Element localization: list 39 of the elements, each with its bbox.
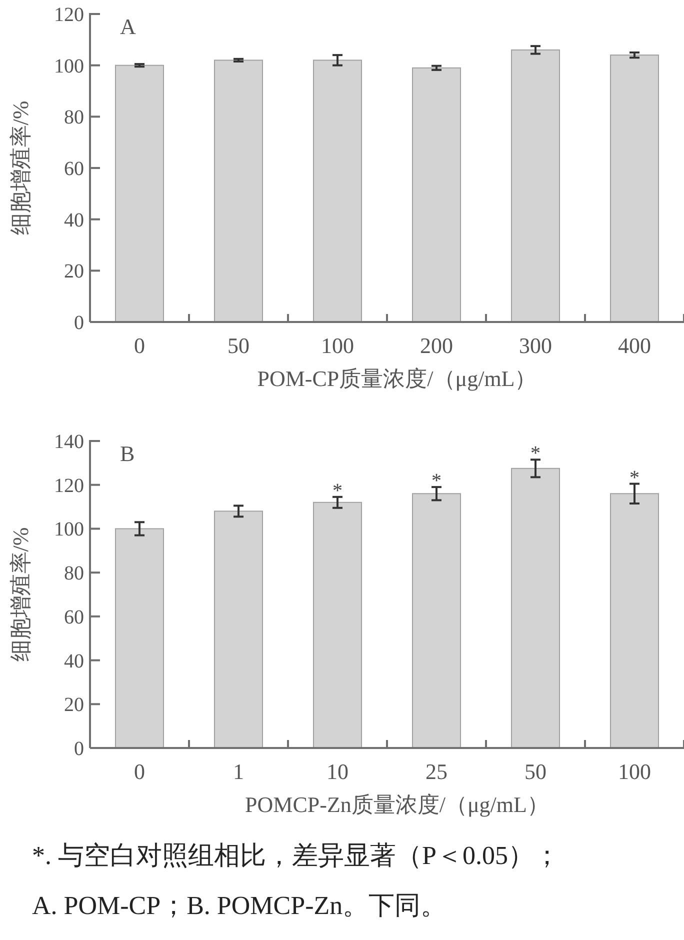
y-tick-label: 100	[54, 518, 84, 541]
y-tick-label: 140	[54, 431, 84, 453]
y-tick-label: 20	[64, 694, 84, 716]
annotation: A	[120, 14, 136, 39]
x-tick-label: 100	[321, 333, 354, 358]
y-axis-title: 细胞增殖率/%	[8, 527, 33, 662]
y-tick-label: 120	[54, 4, 84, 26]
y-tick-label: 60	[64, 158, 84, 180]
y-tick-label: 40	[64, 209, 84, 232]
x-tick-label: 10	[326, 759, 348, 784]
x-tick-label: 200	[420, 333, 453, 358]
y-axis-title: 细胞增殖率/%	[8, 100, 33, 236]
x-tick-label: 0	[134, 759, 145, 784]
x-tick-label: 300	[519, 333, 552, 358]
x-tick-label: 400	[618, 333, 651, 358]
x-axis-title: POMCP-Zn质量浓度/（μg/mL）	[245, 792, 549, 817]
x-tick-label: 0	[134, 333, 145, 358]
x-tick-label: 100	[618, 759, 651, 784]
text: *. 与空白对照组相比，差异显著（P＜0.05）；	[32, 841, 560, 870]
annotation: *	[630, 466, 640, 489]
y-tick-label: 100	[54, 55, 84, 78]
y-tick-label: 20	[64, 260, 84, 283]
y-tick-label: 0	[74, 738, 84, 760]
y-tick-label: 0	[74, 312, 84, 334]
annotation: B	[120, 441, 135, 466]
y-tick-label: 40	[64, 650, 84, 672]
annotation: *	[432, 470, 442, 492]
annotation: *	[530, 442, 540, 465]
x-tick-label: 1	[233, 759, 244, 784]
y-tick-label: 80	[64, 106, 84, 129]
y-tick-label: 60	[64, 606, 84, 628]
y-tick-label: 120	[54, 474, 84, 497]
x-axis-title: POM-CP质量浓度/（μg/mL）	[257, 366, 537, 391]
text: A. POM-CP；B. POMCP-Zn。下同。	[32, 891, 447, 920]
x-tick-label: 25	[426, 759, 448, 784]
x-tick-label: 50	[524, 759, 546, 784]
y-tick-label: 80	[64, 562, 84, 585]
x-tick-label: 50	[228, 333, 250, 358]
annotation: *	[332, 480, 342, 502]
